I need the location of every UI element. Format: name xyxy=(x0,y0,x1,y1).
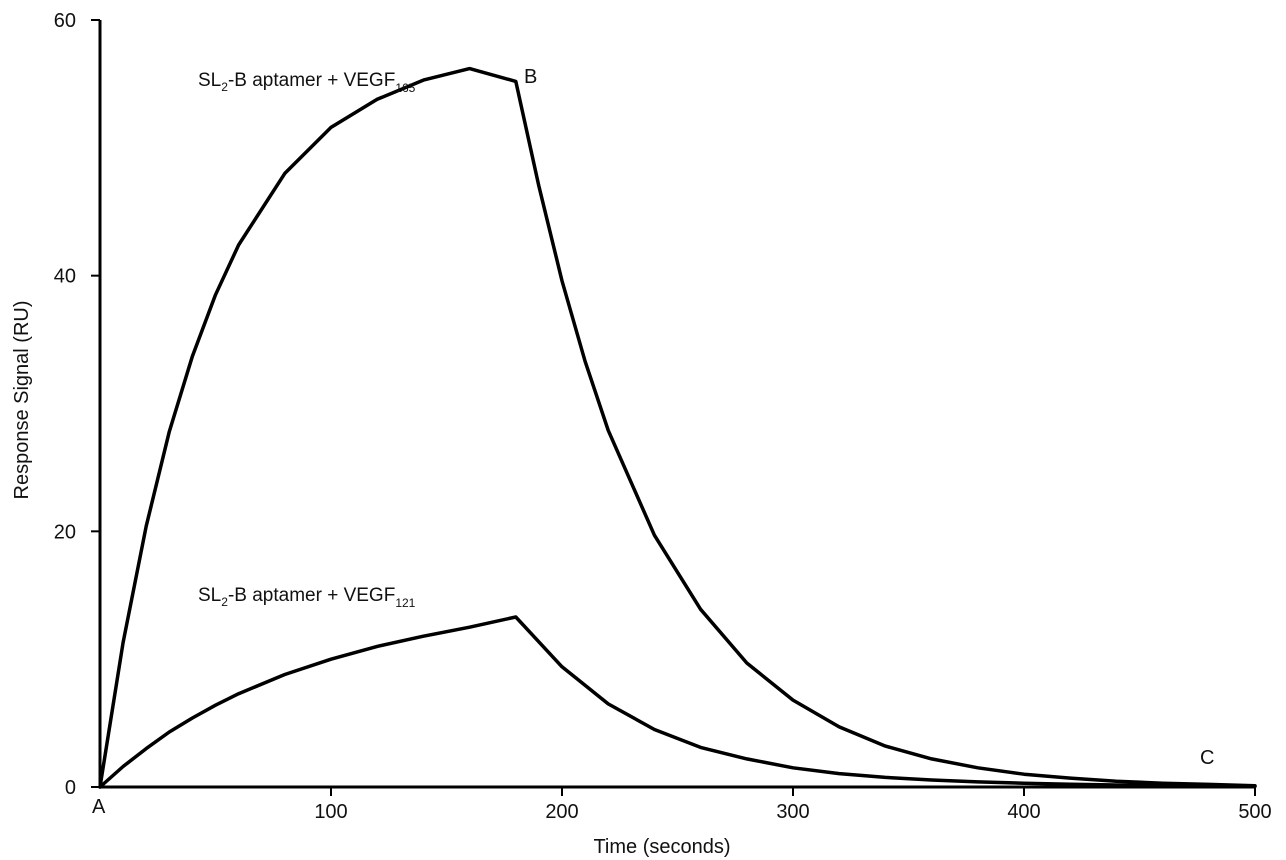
x-tick-label-500: 500 xyxy=(1238,801,1271,823)
y-tick-label-0: 0 xyxy=(65,777,76,799)
curves xyxy=(98,66,1257,789)
x-axis-title: Time (seconds) xyxy=(593,836,730,858)
series-label-vegf121: SL2-B aptamer + VEGF121 xyxy=(198,585,416,610)
series-label-vegf121-mid: -B aptamer + VEGF xyxy=(228,585,395,606)
x-tick-label-400: 400 xyxy=(1007,801,1040,823)
series-line-vegf121 xyxy=(98,615,1257,789)
y-tick-label-20: 20 xyxy=(54,521,76,543)
series-label-vegf165-sub1: 2 xyxy=(221,80,228,94)
series-label-vegf165: SL2-B aptamer + VEGF165 xyxy=(198,70,416,95)
ticks: 0 20 40 60 100 200 300 400 500 xyxy=(54,10,1272,823)
series-label-vegf121-sub2: 121 xyxy=(395,596,415,610)
y-tick-label-40: 40 xyxy=(54,266,76,288)
series-label-vegf121-sub1: 2 xyxy=(221,595,228,609)
x-tick-label-300: 300 xyxy=(776,801,809,823)
x-tick-label-100: 100 xyxy=(314,801,347,823)
point-label-c: C xyxy=(1200,747,1214,769)
series-label-vegf165-sub2: 165 xyxy=(395,81,415,95)
point-label-a: A xyxy=(92,796,106,818)
point-label-b: B xyxy=(524,66,537,88)
axes xyxy=(98,20,1255,789)
series-label-vegf165-mid: -B aptamer + VEGF xyxy=(228,70,395,91)
y-axis-title: Response Signal (RU) xyxy=(11,301,33,500)
x-tick-label-200: 200 xyxy=(545,801,578,823)
y-tick-label-60: 60 xyxy=(54,10,76,32)
series-label-vegf121-main: SL xyxy=(198,585,221,606)
series-line-vegf165 xyxy=(98,66,1257,789)
series-label-vegf165-main: SL xyxy=(198,70,221,91)
